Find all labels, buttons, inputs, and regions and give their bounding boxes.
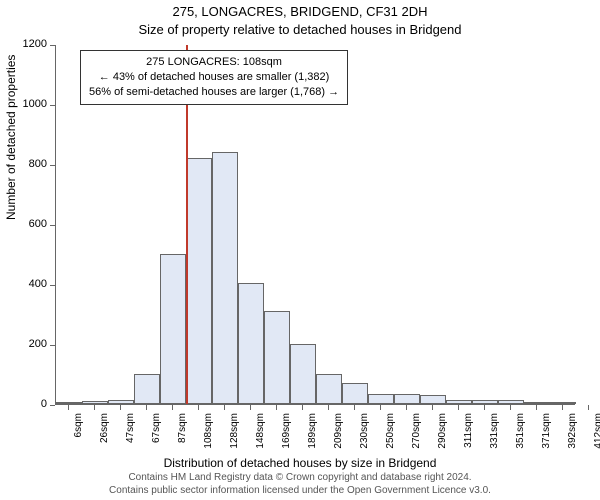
histogram-bar	[420, 395, 446, 404]
x-tick-mark	[406, 405, 407, 410]
x-tick-label: 412sqm	[593, 413, 600, 463]
histogram-bar	[238, 283, 264, 405]
histogram-bar	[316, 374, 342, 404]
super-title: 275, LONGACRES, BRIDGEND, CF31 2DH	[0, 4, 600, 19]
x-tick-mark	[432, 405, 433, 410]
annotation-line-1: 275 LONGACRES: 108sqm	[89, 55, 339, 70]
histogram-bar	[550, 402, 576, 404]
x-tick-label: 47sqm	[125, 413, 136, 463]
x-tick-mark	[224, 405, 225, 410]
histogram-bar	[212, 152, 238, 404]
x-tick-mark	[94, 405, 95, 410]
annotation-box: 275 LONGACRES: 108sqm ← 43% of detached …	[80, 50, 348, 105]
x-tick-mark	[276, 405, 277, 410]
x-tick-label: 311sqm	[463, 413, 474, 463]
histogram-bar	[186, 158, 212, 404]
y-tick-label: 600	[7, 218, 47, 230]
y-tick-label: 0	[7, 398, 47, 410]
histogram-bar	[290, 344, 316, 404]
y-tick-label: 1200	[7, 38, 47, 50]
x-tick-label: 270sqm	[411, 413, 422, 463]
x-tick-mark	[588, 405, 589, 410]
histogram-bar	[108, 400, 134, 405]
x-tick-label: 371sqm	[541, 413, 552, 463]
histogram-bar	[498, 400, 524, 404]
histogram-bar	[394, 394, 420, 405]
x-tick-mark	[302, 405, 303, 410]
x-tick-label: 230sqm	[359, 413, 370, 463]
y-tick-mark	[50, 45, 55, 46]
x-tick-label: 26sqm	[99, 413, 110, 463]
x-tick-mark	[380, 405, 381, 410]
y-tick-mark	[50, 105, 55, 106]
x-tick-label: 392sqm	[567, 413, 578, 463]
x-tick-mark	[484, 405, 485, 410]
x-tick-label: 351sqm	[515, 413, 526, 463]
x-tick-label: 67sqm	[151, 413, 162, 463]
footer-line-2: Contains public sector information licen…	[0, 485, 600, 498]
x-tick-mark	[120, 405, 121, 410]
histogram-bar	[264, 311, 290, 404]
chart-title: Size of property relative to detached ho…	[0, 22, 600, 37]
x-tick-label: 6sqm	[73, 413, 84, 463]
x-tick-label: 148sqm	[255, 413, 266, 463]
footer: Contains HM Land Registry data © Crown c…	[0, 472, 600, 497]
y-tick-label: 400	[7, 278, 47, 290]
y-tick-mark	[50, 165, 55, 166]
x-tick-label: 108sqm	[203, 413, 214, 463]
y-tick-mark	[50, 285, 55, 286]
y-tick-label: 800	[7, 158, 47, 170]
x-tick-mark	[146, 405, 147, 410]
histogram-bar	[368, 394, 394, 405]
x-tick-mark	[172, 405, 173, 410]
y-tick-mark	[50, 405, 55, 406]
x-tick-mark	[328, 405, 329, 410]
x-tick-label: 169sqm	[281, 413, 292, 463]
histogram-bar	[342, 383, 368, 404]
x-tick-label: 290sqm	[437, 413, 448, 463]
histogram-bar	[160, 254, 186, 404]
histogram-bar	[472, 400, 498, 405]
histogram-bar	[82, 401, 108, 404]
y-tick-label: 1000	[7, 98, 47, 110]
histogram-bar	[56, 402, 82, 404]
x-tick-label: 250sqm	[385, 413, 396, 463]
histogram-bar	[524, 402, 550, 404]
x-tick-mark	[458, 405, 459, 410]
x-tick-mark	[250, 405, 251, 410]
x-tick-label: 87sqm	[177, 413, 188, 463]
x-tick-mark	[68, 405, 69, 410]
x-axis-label: Distribution of detached houses by size …	[0, 456, 600, 470]
x-tick-label: 128sqm	[229, 413, 240, 463]
histogram-bar	[446, 400, 472, 405]
y-axis-label: Number of detached properties	[4, 55, 18, 220]
x-tick-mark	[562, 405, 563, 410]
x-tick-label: 189sqm	[307, 413, 318, 463]
x-tick-label: 331sqm	[489, 413, 500, 463]
x-tick-mark	[536, 405, 537, 410]
y-tick-label: 200	[7, 338, 47, 350]
annotation-line-3: 56% of semi-detached houses are larger (…	[89, 85, 339, 100]
y-tick-mark	[50, 345, 55, 346]
x-tick-label: 209sqm	[333, 413, 344, 463]
footer-line-1: Contains HM Land Registry data © Crown c…	[0, 472, 600, 485]
x-tick-mark	[198, 405, 199, 410]
x-tick-mark	[354, 405, 355, 410]
x-tick-mark	[510, 405, 511, 410]
y-tick-mark	[50, 225, 55, 226]
histogram-bar	[134, 374, 160, 404]
annotation-line-2: ← 43% of detached houses are smaller (1,…	[89, 70, 339, 85]
